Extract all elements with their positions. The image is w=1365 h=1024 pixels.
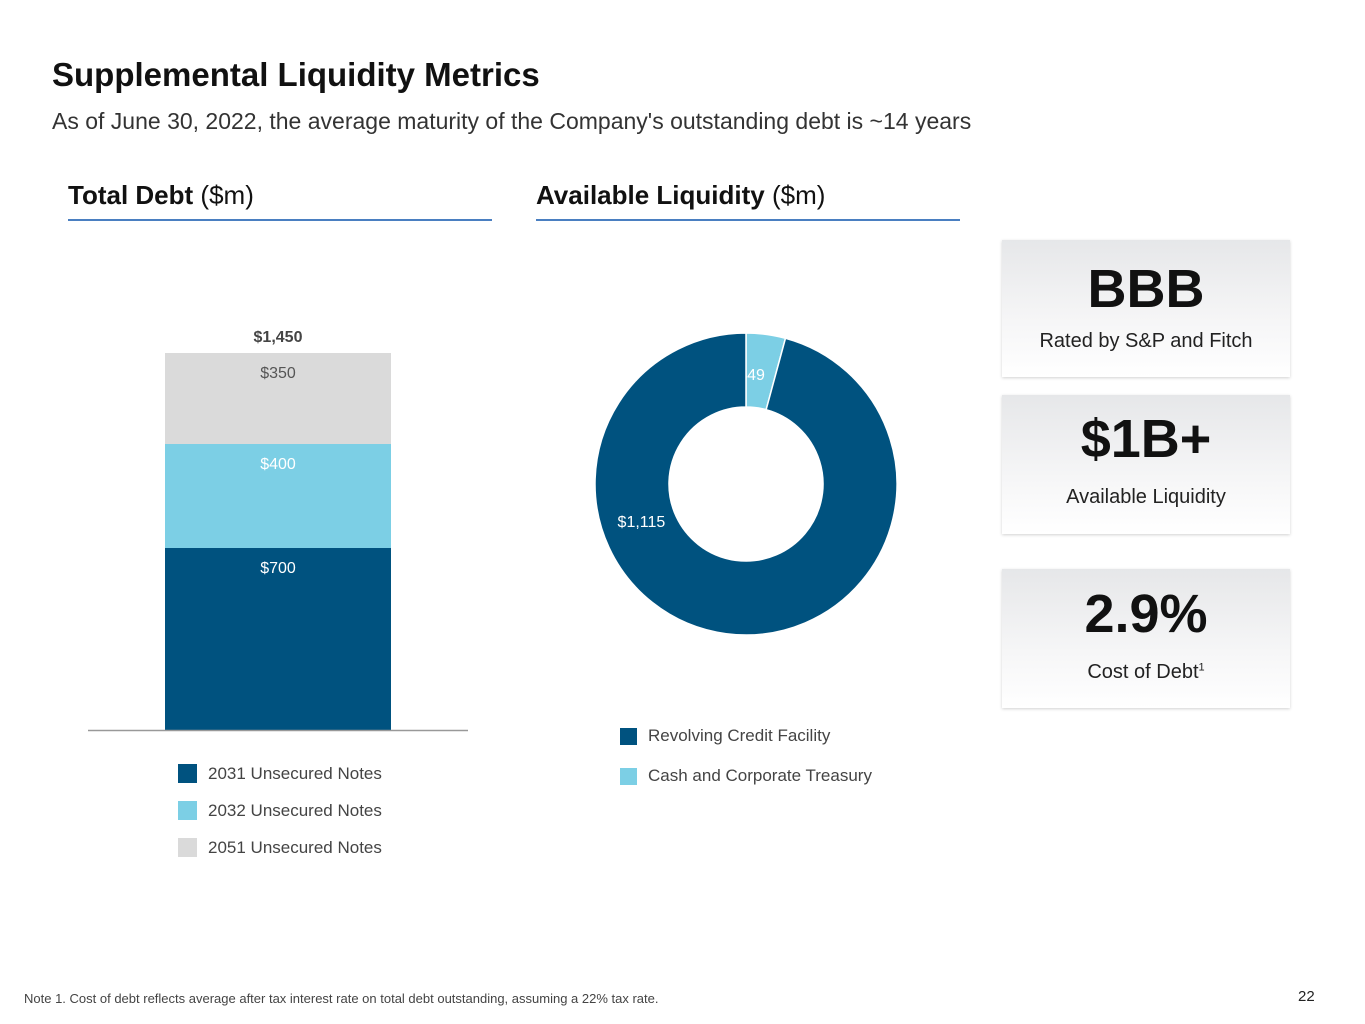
legend-item-cash-treasury: Cash and Corporate Treasury	[620, 756, 872, 796]
page-title: Supplemental Liquidity Metrics	[52, 56, 540, 93]
total-debt-legend: 2031 Unsecured Notes 2032 Unsecured Note…	[178, 755, 382, 866]
available-liquidity-legend: Revolving Credit Facility Cash and Corpo…	[620, 716, 872, 796]
cost-of-debt-label: Cost of Debt1	[1002, 661, 1290, 684]
legend-item-revolving-credit: Revolving Credit Facility	[620, 716, 872, 756]
bar-segment-2	[165, 353, 391, 444]
available-liquidity-chart: $49$1,115	[594, 332, 898, 636]
page-subtitle: As of June 30, 2022, the average maturit…	[52, 108, 972, 134]
total-debt-heading: Total Debt ($m)	[68, 180, 254, 211]
credit-rating-label: Rated by S&P and Fitch	[1039, 330, 1253, 352]
bar-segment-label-0: $700	[260, 560, 296, 577]
bar-total-label: $1,450	[254, 329, 303, 346]
total-debt-heading-bold: Total Debt	[68, 180, 194, 210]
available-liquidity-heading-unit: ($m)	[771, 180, 826, 210]
bar-segment-1	[165, 444, 391, 548]
legend-item-2032-notes: 2032 Unsecured Notes	[178, 792, 382, 829]
bar-segment-0	[165, 548, 391, 730]
available-liquidity-heading-bold: Available Liquidity	[536, 180, 765, 210]
donut-slice-label-1: $1,115	[618, 514, 666, 531]
legend-label-2032: 2032 Unsecured Notes	[208, 800, 382, 820]
available-liquidity-label: Available Liquidity	[1066, 486, 1226, 508]
cost-of-debt-label-text: Cost of Debt	[1087, 661, 1199, 683]
bar-segment-label-2: $350	[260, 365, 296, 382]
legend-swatch-2051	[178, 838, 197, 857]
available-liquidity-value: $1B+	[1080, 409, 1212, 469]
legend-item-2051-notes: 2051 Unsecured Notes	[178, 829, 382, 866]
legend-label-revolving: Revolving Credit Facility	[648, 726, 831, 745]
cost-of-debt-footnote-ref: 1	[1198, 661, 1205, 674]
legend-swatch-revolving	[620, 727, 637, 745]
cost-of-debt-value: 2.9%	[1084, 584, 1208, 644]
legend-swatch-2031	[178, 764, 197, 783]
donut-slice-1	[594, 332, 898, 636]
total-debt-heading-rule	[68, 219, 492, 221]
legend-label-cash: Cash and Corporate Treasury	[648, 766, 872, 785]
footnote: Note 1. Cost of debt reflects average af…	[24, 991, 659, 1006]
page-number: 22	[1298, 988, 1315, 1005]
total-debt-heading-unit: ($m)	[200, 180, 254, 210]
legend-item-2031-notes: 2031 Unsecured Notes	[178, 755, 382, 792]
credit-rating-value: BBB	[1087, 259, 1205, 319]
legend-swatch-2032	[178, 801, 197, 820]
total-debt-chart: $700 $400 $350 $1,450	[88, 329, 468, 732]
legend-label-2031: 2031 Unsecured Notes	[208, 763, 382, 783]
credit-rating-card: BBB Rated by S&P and Fitch	[1002, 240, 1290, 377]
available-liquidity-heading-rule	[536, 219, 960, 221]
available-liquidity-card: $1B+ Available Liquidity	[1002, 395, 1290, 534]
legend-label-2051: 2051 Unsecured Notes	[208, 837, 382, 857]
legend-swatch-cash	[620, 767, 637, 785]
bar-segment-label-1: $400	[260, 456, 296, 473]
available-liquidity-heading: Available Liquidity ($m)	[536, 180, 825, 211]
cost-of-debt-card: 2.9% Cost of Debt1	[1002, 569, 1290, 708]
